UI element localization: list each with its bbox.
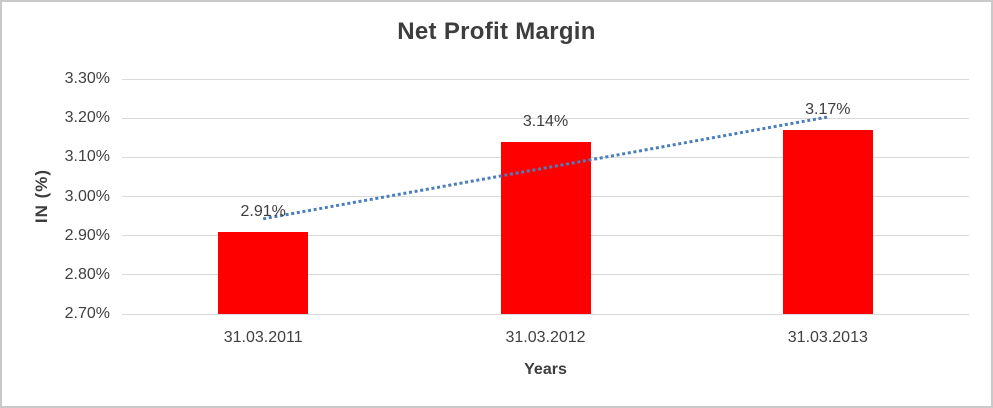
- gridline: [122, 78, 969, 80]
- gridline: [122, 117, 969, 119]
- x-tick-label: 31.03.2011: [223, 329, 303, 346]
- y-tick-label: 3.10%: [64, 148, 110, 166]
- x-axis-title: Years: [524, 361, 567, 378]
- bar-31.03.2011: [218, 231, 309, 314]
- x-tick-label: 31.03.2012: [505, 329, 586, 346]
- data-label: 3.14%: [522, 112, 569, 130]
- y-tick-label: 3.20%: [64, 109, 110, 127]
- gridline: [122, 313, 969, 315]
- data-label: 2.91%: [240, 202, 286, 220]
- bar-31.03.2013: [782, 129, 873, 314]
- chart-title: Net Profit Margin: [397, 18, 596, 45]
- y-tick-label: 2.80%: [64, 265, 110, 283]
- bar-31.03.2012: [500, 141, 591, 314]
- y-tick-label: 3.30%: [64, 70, 110, 87]
- data-label: 3.17%: [805, 100, 851, 118]
- y-tick-label: 2.70%: [64, 305, 110, 322]
- y-tick-label: 3.00%: [64, 187, 110, 205]
- y-tick-label: 2.90%: [64, 226, 110, 244]
- x-tick-label: 31.03.2013: [787, 329, 868, 346]
